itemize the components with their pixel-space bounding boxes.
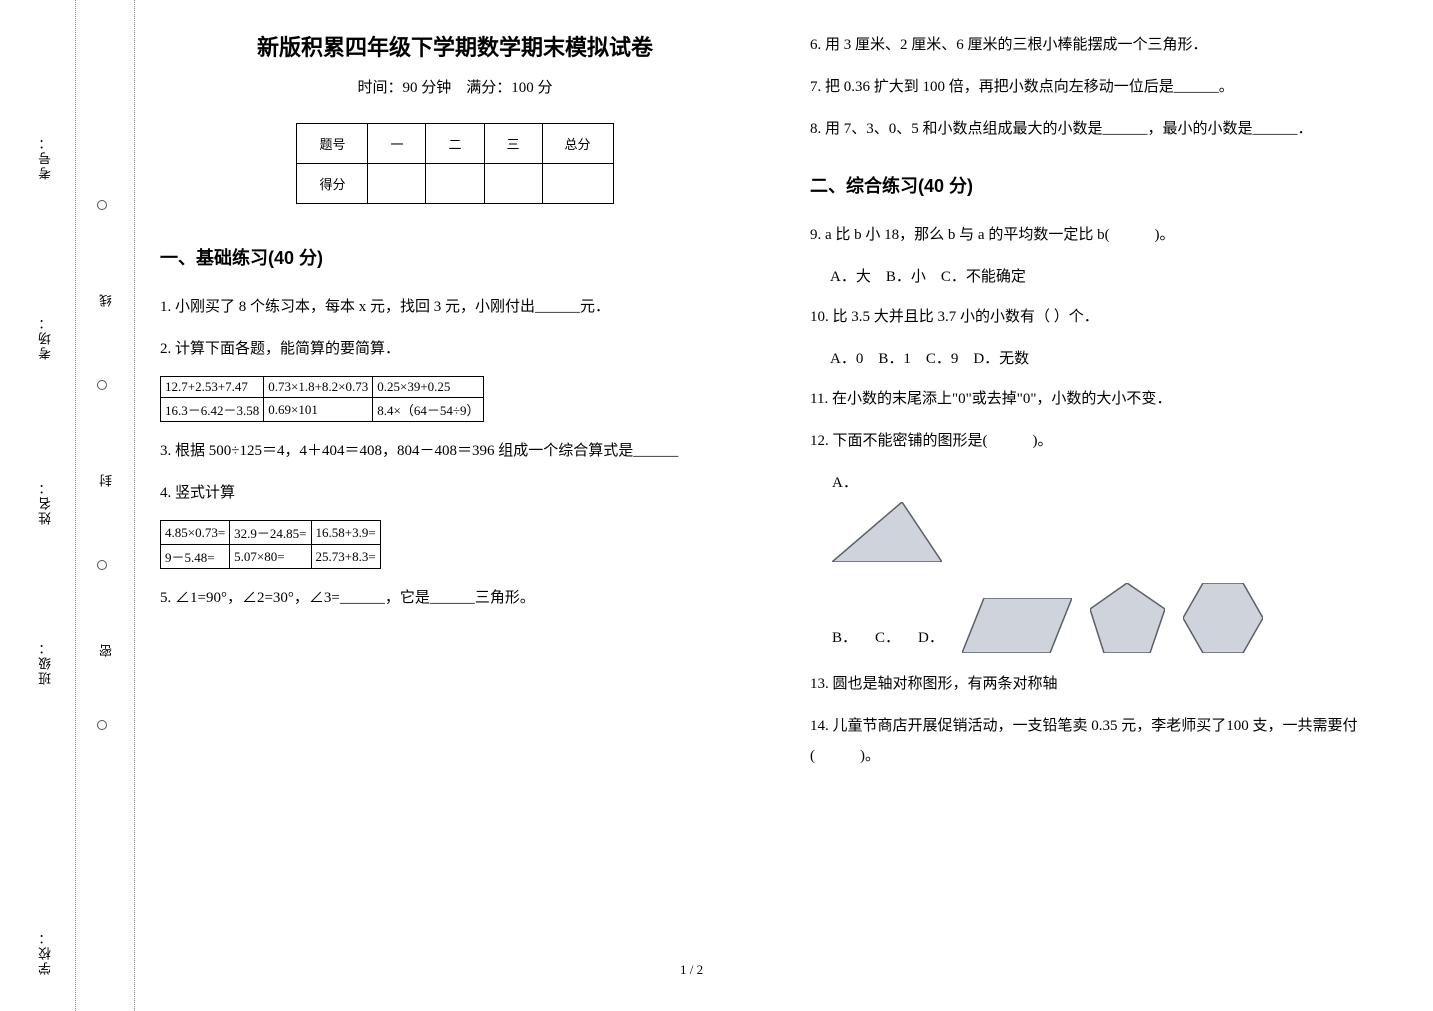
question-5: 5. ∠1=90°，∠2=30°，∠3=______，它是______三角形。 [160, 583, 750, 613]
seal-circle [97, 380, 107, 390]
score-cell-blank [368, 164, 426, 204]
question-8: 8. 用 7、3、0、5 和小数点组成最大的小数是______，最小的小数是__… [810, 114, 1400, 144]
seal-text-mi: 密 [97, 640, 116, 657]
option-d-label: D． [918, 623, 944, 653]
score-cell-blank [542, 164, 613, 204]
question-1: 1. 小刚买了 8 个练习本，每本 x 元，找回 3 元，小刚付出______元… [160, 292, 750, 322]
option-b-label: B． [832, 623, 857, 653]
calc-cell: 32.9－24.85= [230, 521, 311, 545]
binding-label-name: 姓名： [36, 480, 55, 525]
pentagon-icon [1090, 583, 1165, 653]
calc-cell: 0.73×1.8+8.2×0.73 [264, 377, 373, 398]
column-right: 6. 用 3 厘米、2 厘米、6 厘米的三根小棒能摆成一个三角形． 7. 把 0… [810, 30, 1400, 783]
column-left: 新版积累四年级下学期数学期末模拟试卷 时间：90 分钟 满分：100 分 题号 … [160, 30, 750, 783]
question-4: 4. 竖式计算 [160, 478, 750, 508]
table-row: 4.85×0.73= 32.9－24.85= 16.58+3.9= [161, 521, 381, 545]
calc-cell: 9－5.48= [161, 545, 230, 569]
question-9-options: A．大 B．小 C．不能确定 [830, 262, 1400, 292]
calc-cell: 0.69×101 [264, 398, 373, 422]
score-cell: 得分 [297, 164, 368, 204]
calc-cell: 16.58+3.9= [311, 521, 380, 545]
exam-subtitle: 时间：90 分钟 满分：100 分 [160, 76, 750, 97]
q12-shapes-row: A． [832, 468, 1400, 567]
hexagon-icon [1183, 583, 1263, 653]
section1-heading: 一、基础练习(40 分) [160, 244, 750, 270]
score-table: 题号 一 二 三 总分 得分 [296, 123, 613, 204]
seal-circle [97, 720, 107, 730]
calc-cell: 8.4×（64－54÷9） [373, 398, 484, 422]
seal-circle [97, 200, 107, 210]
option-c-label: C． [875, 623, 900, 653]
q2-calc-table: 12.7+2.53+7.47 0.73×1.8+8.2×0.73 0.25×39… [160, 376, 484, 422]
question-7: 7. 把 0.36 扩大到 100 倍，再把小数点向左移动一位后是______。 [810, 72, 1400, 102]
score-cell: 二 [426, 124, 484, 164]
binding-label-school: 学校： [36, 930, 55, 975]
question-6: 6. 用 3 厘米、2 厘米、6 厘米的三根小棒能摆成一个三角形． [810, 30, 1400, 60]
table-row: 12.7+2.53+7.47 0.73×1.8+8.2×0.73 0.25×39… [161, 377, 484, 398]
option-a-wrap: A． [832, 468, 942, 567]
score-cell-blank [484, 164, 542, 204]
calc-cell: 16.3－6.42－3.58 [161, 398, 264, 422]
score-cell: 一 [368, 124, 426, 164]
score-cell-blank [426, 164, 484, 204]
page-number: 1 / 2 [680, 962, 703, 978]
table-row: 9－5.48= 5.07×80= 25.73+8.3= [161, 545, 381, 569]
table-row: 16.3－6.42－3.58 0.69×101 8.4×（64－54÷9） [161, 398, 484, 422]
section2-heading: 二、综合练习(40 分) [810, 172, 1400, 198]
parallelogram-icon [962, 598, 1072, 653]
seal-text-line: 线 [97, 290, 116, 307]
binding-label-examno: 考号： [36, 135, 55, 180]
question-11: 11. 在小数的末尾添上"0"或去掉"0"，小数的大小不变． [810, 384, 1400, 414]
page-content: 新版积累四年级下学期数学期末模拟试卷 时间：90 分钟 满分：100 分 题号 … [160, 30, 1410, 783]
question-2: 2. 计算下面各题，能简算的要简算． [160, 334, 750, 364]
question-12: 12. 下面不能密铺的图形是( )。 [810, 426, 1400, 456]
option-a-label: A． [832, 468, 942, 498]
table-row: 得分 [297, 164, 613, 204]
binding-label-room: 考场： [36, 315, 55, 360]
score-cell: 题号 [297, 124, 368, 164]
seal-circle [97, 560, 107, 570]
calc-cell: 12.7+2.53+7.47 [161, 377, 264, 398]
calc-cell: 25.73+8.3= [311, 545, 380, 569]
calc-cell: 4.85×0.73= [161, 521, 230, 545]
table-row: 题号 一 二 三 总分 [297, 124, 613, 164]
triangle-shape [832, 502, 942, 562]
exam-title: 新版积累四年级下学期数学期末模拟试卷 [160, 30, 750, 62]
parallelogram-shape [962, 598, 1072, 653]
question-13: 13. 圆也是轴对称图形，有两条对称轴 [810, 669, 1400, 699]
calc-cell: 0.25×39+0.25 [373, 377, 484, 398]
question-9: 9. a 比 b 小 18，那么 b 与 a 的平均数一定比 b( )。 [810, 220, 1400, 250]
triangle-icon [832, 502, 942, 562]
score-cell: 三 [484, 124, 542, 164]
calc-cell: 5.07×80= [230, 545, 311, 569]
binding-strip [75, 0, 135, 1011]
question-10-options: A．0 B．1 C．9 D．无数 [830, 344, 1400, 374]
question-14: 14. 儿童节商店开展促销活动，一支铅笔卖 0.35 元，李老师买了100 支，… [810, 711, 1400, 771]
seal-text-feng: 封 [97, 470, 116, 487]
question-10: 10. 比 3.5 大并且比 3.7 小的小数有（ ）个． [810, 302, 1400, 332]
q12-shapes-row2: B． C． D． [832, 583, 1400, 653]
q4-calc-table: 4.85×0.73= 32.9－24.85= 16.58+3.9= 9－5.48… [160, 520, 381, 569]
hexagon-shape [1183, 583, 1263, 653]
question-3: 3. 根据 500÷125＝4，4＋404＝408，804－408＝396 组成… [160, 436, 750, 466]
score-cell: 总分 [542, 124, 613, 164]
binding-label-class: 班级： [36, 640, 55, 685]
